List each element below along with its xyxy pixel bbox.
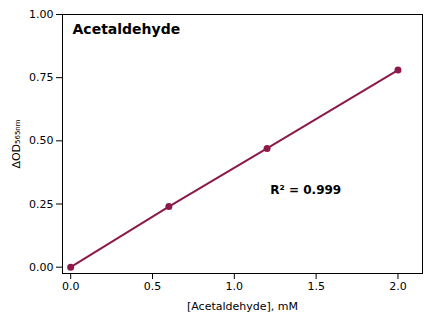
svg-text:0.50: 0.50 xyxy=(29,134,54,147)
svg-text:2.0: 2.0 xyxy=(389,280,407,293)
svg-text:0.00: 0.00 xyxy=(29,261,54,274)
svg-text:Acetaldehyde: Acetaldehyde xyxy=(73,21,181,37)
svg-text:1.00: 1.00 xyxy=(29,8,54,21)
svg-text:0.5: 0.5 xyxy=(144,280,162,293)
svg-text:0.25: 0.25 xyxy=(29,198,54,211)
svg-text:0.75: 0.75 xyxy=(29,71,54,84)
svg-text:ΔOD₅₆₅ₙₘ: ΔOD₅₆₅ₙₘ xyxy=(10,119,23,168)
svg-text:1.0: 1.0 xyxy=(226,280,244,293)
svg-text:[Acetaldehyde], mM: [Acetaldehyde], mM xyxy=(187,300,298,313)
svg-text:0.0: 0.0 xyxy=(62,280,80,293)
svg-text:R² = 0.999: R² = 0.999 xyxy=(270,183,341,197)
svg-text:1.5: 1.5 xyxy=(307,280,325,293)
